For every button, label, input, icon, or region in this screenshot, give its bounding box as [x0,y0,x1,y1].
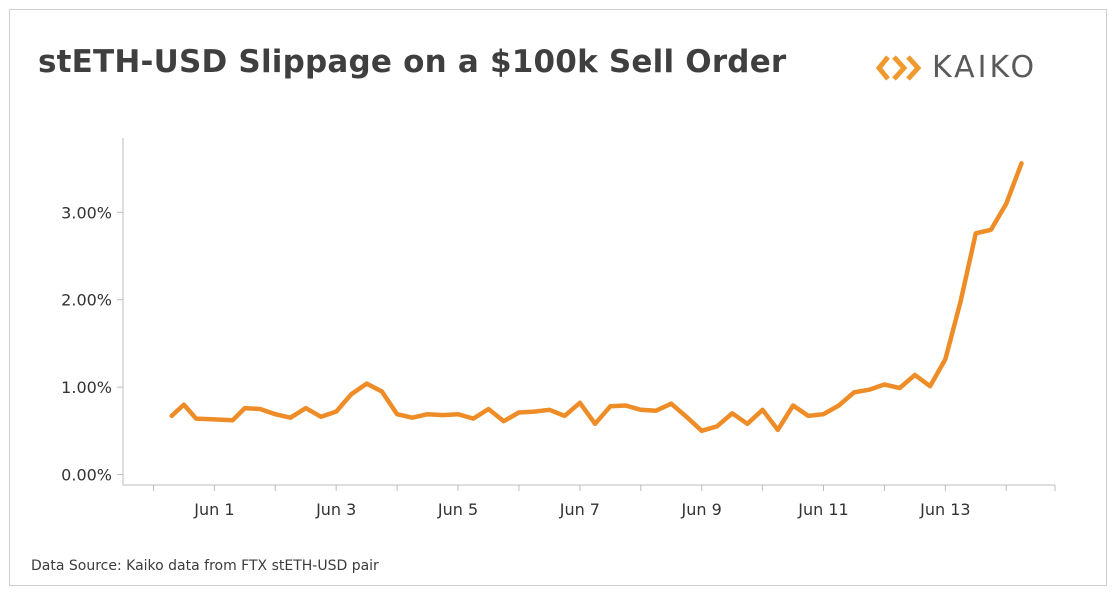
chart-axes [122,138,1056,491]
chart-title: stETH-USD Slippage on a $100k Sell Order [38,44,787,80]
kaiko-diamond-icon [876,54,922,81]
logo-text: KAIKO [932,50,1038,85]
y-tick-label: 1.00% [61,378,112,397]
y-tick-label: 3.00% [61,203,112,222]
chart-series [169,161,1024,434]
x-tick-label: Jun 7 [559,500,600,519]
y-tick-label: 0.00% [61,466,112,485]
y-axis-ticks: 0.00% 1.00% 2.00% 3.00% [61,203,123,485]
x-tick-label: Jun 13 [919,500,970,519]
x-axis-ticks: Jun 1 Jun 3 Jun 5 Jun 7 Jun 9 Jun 11 Jun 13 [152,485,1007,519]
chart-frame [9,9,1107,586]
x-tick-label: Jun 11 [797,500,848,519]
slippage-series-line [169,161,1024,434]
x-tick-label: Jun 5 [437,500,478,519]
x-tick-label: Jun 3 [315,500,356,519]
kaiko-logo: KAIKO [876,50,1037,85]
y-tick-label: 2.00% [61,291,112,310]
data-source-note: Data Source: Kaiko data from FTX stETH-U… [31,558,379,574]
x-tick-label: Jun 1 [193,500,234,519]
x-tick-label: Jun 9 [681,500,722,519]
